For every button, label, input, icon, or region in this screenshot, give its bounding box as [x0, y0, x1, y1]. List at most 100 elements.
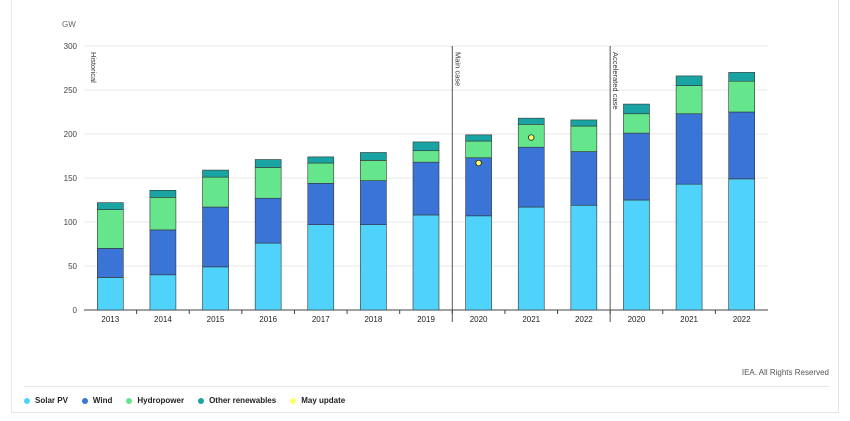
bar-segment-hydropower[interactable] — [202, 176, 229, 208]
bar-segment-wind[interactable] — [728, 111, 755, 180]
y-tick-label: 50 — [68, 262, 77, 271]
legend-swatch — [126, 397, 133, 404]
y-tick-label: 250 — [64, 86, 78, 95]
legend-item-other-renewables[interactable]: Other renewables — [198, 396, 276, 405]
bar-segment-other-renewables[interactable] — [360, 152, 387, 161]
bar-segment-wind[interactable] — [465, 157, 492, 217]
y-tick-label: 300 — [64, 42, 78, 51]
x-tick-label: 2014 — [154, 315, 172, 324]
legend-label: Solar PV — [35, 396, 68, 405]
bar-segment-solar-pv[interactable] — [623, 199, 650, 311]
bar-segment-wind[interactable] — [149, 229, 177, 276]
legend-label: Hydropower — [137, 396, 185, 405]
x-tick-label: 2018 — [364, 315, 382, 324]
legend-label: Wind — [92, 396, 113, 405]
chart-frame — [11, 0, 839, 413]
credit-text: IEA. All Rights Reserved — [741, 368, 829, 377]
bar-segment-hydropower[interactable] — [149, 197, 177, 231]
bar-segment-wind[interactable] — [97, 248, 124, 278]
bar-segment-wind[interactable] — [254, 197, 282, 244]
bar-segment-solar-pv[interactable] — [412, 214, 440, 311]
bar-segment-solar-pv[interactable] — [307, 224, 335, 311]
bar-segment-other-renewables[interactable] — [254, 159, 282, 168]
bar-segment-hydropower[interactable] — [97, 209, 124, 249]
bar-segment-solar-pv[interactable] — [465, 215, 492, 311]
bar-segment-other-renewables[interactable] — [728, 72, 755, 82]
bar-segment-other-renewables[interactable] — [307, 156, 335, 164]
y-tick-label: 200 — [64, 130, 78, 139]
bar-segment-other-renewables[interactable] — [97, 202, 124, 210]
legend-item-solar-pv[interactable]: Solar PV — [24, 396, 68, 405]
bar-segment-wind[interactable] — [202, 206, 229, 268]
legend-swatch — [24, 397, 30, 404]
x-tick-label: 2017 — [312, 315, 330, 324]
bar-segment-solar-pv[interactable] — [149, 274, 177, 311]
x-tick-label: 2015 — [207, 315, 225, 324]
bar-segment-other-renewables[interactable] — [202, 169, 229, 178]
x-tick-label: 2016 — [259, 315, 277, 324]
legend: Solar PV Wind Hydropower Other renewables Ma… — [24, 396, 345, 405]
y-tick-label: 150 — [64, 174, 78, 183]
legend-swatch — [198, 397, 205, 404]
x-tick-labels: 2013 2014 2015 2016 2017 2018 2019 2020 2021 2022… — [101, 310, 751, 324]
bar-segment-solar-pv[interactable] — [728, 178, 755, 311]
group-label: Main case — [453, 52, 462, 86]
bar-segment-hydropower[interactable] — [570, 125, 598, 152]
y-tick-label: 100 — [64, 218, 78, 227]
bar-segment-solar-pv[interactable] — [570, 204, 598, 311]
bar-segment-solar-pv[interactable] — [675, 183, 703, 311]
bar-segment-wind[interactable] — [307, 182, 335, 225]
may-update-markers — [475, 134, 535, 167]
group-dividers: Historical Main case Accelerated case — [89, 46, 620, 322]
bar-segment-other-renewables[interactable] — [675, 75, 703, 86]
group-label: Accelerated case — [611, 52, 620, 110]
x-tick-label: 2020 — [470, 315, 488, 324]
legend-label: May update — [301, 396, 346, 405]
bar-segment-hydropower[interactable] — [254, 167, 282, 199]
bar-segment-hydropower[interactable] — [307, 162, 335, 184]
group-label: Historical — [89, 52, 98, 83]
bar-segment-other-renewables[interactable] — [412, 141, 440, 152]
x-tick-label: 2021 — [522, 315, 540, 324]
bar-segment-wind[interactable] — [412, 161, 440, 216]
x-tick-label: 2020 — [628, 315, 646, 324]
y-axis-label: GW — [62, 20, 76, 29]
legend-label: Other renewables — [209, 396, 277, 405]
bar-segment-solar-pv[interactable] — [202, 266, 229, 311]
legend-swatch — [290, 397, 297, 404]
bar-segment-solar-pv[interactable] — [97, 277, 124, 311]
x-tick-label: 2022 — [733, 315, 751, 324]
legend-item-wind[interactable]: Wind — [81, 396, 113, 405]
bar-segment-solar-pv[interactable] — [360, 224, 387, 311]
bar-segment-wind[interactable] — [517, 146, 545, 208]
bar-segment-other-renewables[interactable] — [149, 190, 177, 198]
bar-segment-hydropower[interactable] — [728, 80, 755, 113]
bar-segment-hydropower[interactable] — [675, 85, 703, 115]
y-tick-labels: 0 50 100 150 200 250 300 — [64, 42, 78, 315]
bars — [97, 72, 755, 311]
legend-swatch — [81, 397, 88, 404]
bar-segment-wind[interactable] — [360, 180, 387, 225]
x-tick-label: 2013 — [101, 315, 119, 324]
may-update-marker[interactable] — [528, 134, 535, 141]
bar-segment-solar-pv[interactable] — [517, 206, 545, 311]
bar-segment-other-renewables[interactable] — [623, 103, 650, 115]
bar-segment-hydropower[interactable] — [412, 150, 440, 163]
bar-segment-hydropower[interactable] — [360, 160, 387, 181]
bar-segment-solar-pv[interactable] — [254, 242, 282, 311]
bar-segment-hydropower[interactable] — [623, 113, 650, 134]
x-tick-label: 2021 — [680, 315, 698, 324]
bar-segment-wind[interactable] — [675, 113, 703, 185]
bar-segment-wind[interactable] — [623, 132, 650, 201]
bar-segment-wind[interactable] — [570, 151, 598, 206]
legend-item-hydropower[interactable]: Hydropower — [126, 396, 184, 405]
bar-segment-other-renewables[interactable] — [465, 134, 492, 142]
x-tick-label: 2022 — [575, 315, 593, 324]
stacked-bar-chart: GW 0 50 100 150 200 250 300 Historical Main cas… — [62, 20, 768, 324]
legend-item-may-update[interactable]: May update — [290, 396, 345, 405]
bar-segment-other-renewables[interactable] — [570, 119, 598, 127]
bar-segment-hydropower[interactable] — [465, 140, 492, 159]
x-tick-label: 2019 — [417, 315, 435, 324]
bar-segment-other-renewables[interactable] — [517, 117, 545, 125]
may-update-marker[interactable] — [475, 159, 482, 167]
